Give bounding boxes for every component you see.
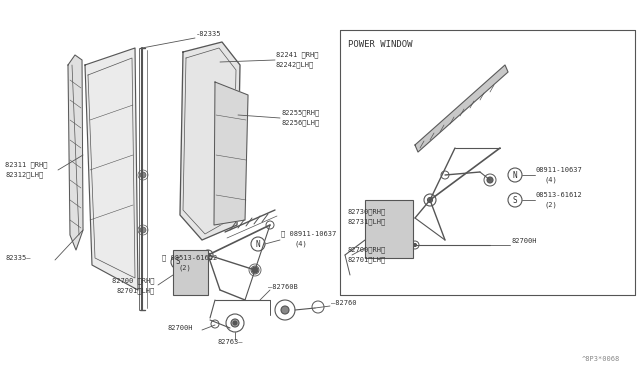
Text: —82760: —82760 (331, 300, 356, 306)
Circle shape (233, 321, 237, 325)
Text: (4): (4) (545, 177, 557, 183)
Circle shape (413, 244, 417, 247)
Text: 82312〈LH〉: 82312〈LH〉 (5, 172, 44, 178)
Text: 82255〈RH〉: 82255〈RH〉 (281, 110, 319, 116)
Bar (365, 200, 413, 258)
Polygon shape (214, 82, 248, 225)
Circle shape (281, 306, 289, 314)
Text: —82760B: —82760B (268, 284, 298, 290)
Text: 82700H: 82700H (168, 325, 193, 331)
Bar (173, 250, 208, 295)
Circle shape (231, 319, 239, 327)
Text: S: S (176, 257, 180, 266)
Text: 82700 〈RH〉: 82700 〈RH〉 (113, 278, 155, 284)
Text: 82701〈LH〉: 82701〈LH〉 (348, 257, 387, 263)
Polygon shape (180, 42, 240, 240)
Text: (4): (4) (295, 241, 308, 247)
Text: 82701〈LH〉: 82701〈LH〉 (116, 288, 155, 294)
Circle shape (206, 253, 210, 257)
Text: 82763—: 82763— (218, 339, 243, 345)
Text: 82730〈RH〉: 82730〈RH〉 (348, 209, 387, 215)
Text: POWER WINDOW: POWER WINDOW (348, 40, 413, 49)
Text: ^8P3*0068: ^8P3*0068 (582, 356, 620, 362)
Text: 08513-61612: 08513-61612 (536, 192, 583, 198)
Text: (2): (2) (178, 265, 191, 271)
Text: 82311 〈RH〉: 82311 〈RH〉 (5, 162, 47, 168)
Text: 82256〈LH〉: 82256〈LH〉 (281, 120, 319, 126)
Polygon shape (68, 55, 83, 250)
Text: 82700〈RH〉: 82700〈RH〉 (348, 247, 387, 253)
Text: S: S (513, 196, 517, 205)
Polygon shape (415, 65, 508, 152)
Circle shape (487, 177, 493, 183)
Text: -82335: -82335 (196, 31, 221, 37)
Polygon shape (85, 48, 138, 290)
Text: 82700H: 82700H (512, 238, 538, 244)
Text: 82241 〈RH〉: 82241 〈RH〉 (276, 52, 319, 58)
Text: (2): (2) (545, 202, 557, 208)
Text: 82731〈LH〉: 82731〈LH〉 (348, 219, 387, 225)
Text: Ⓢ 08513-61612: Ⓢ 08513-61612 (162, 255, 217, 261)
Circle shape (252, 267, 258, 273)
Circle shape (140, 172, 146, 178)
Text: Ⓝ 08911-10637: Ⓝ 08911-10637 (281, 231, 336, 237)
Text: N: N (513, 170, 517, 180)
Text: 08911-10637: 08911-10637 (536, 167, 583, 173)
Text: 82335—: 82335— (5, 255, 31, 261)
Circle shape (140, 227, 146, 233)
Text: N: N (256, 240, 260, 248)
Text: 82242〈LH〉: 82242〈LH〉 (276, 62, 314, 68)
Circle shape (428, 198, 433, 202)
